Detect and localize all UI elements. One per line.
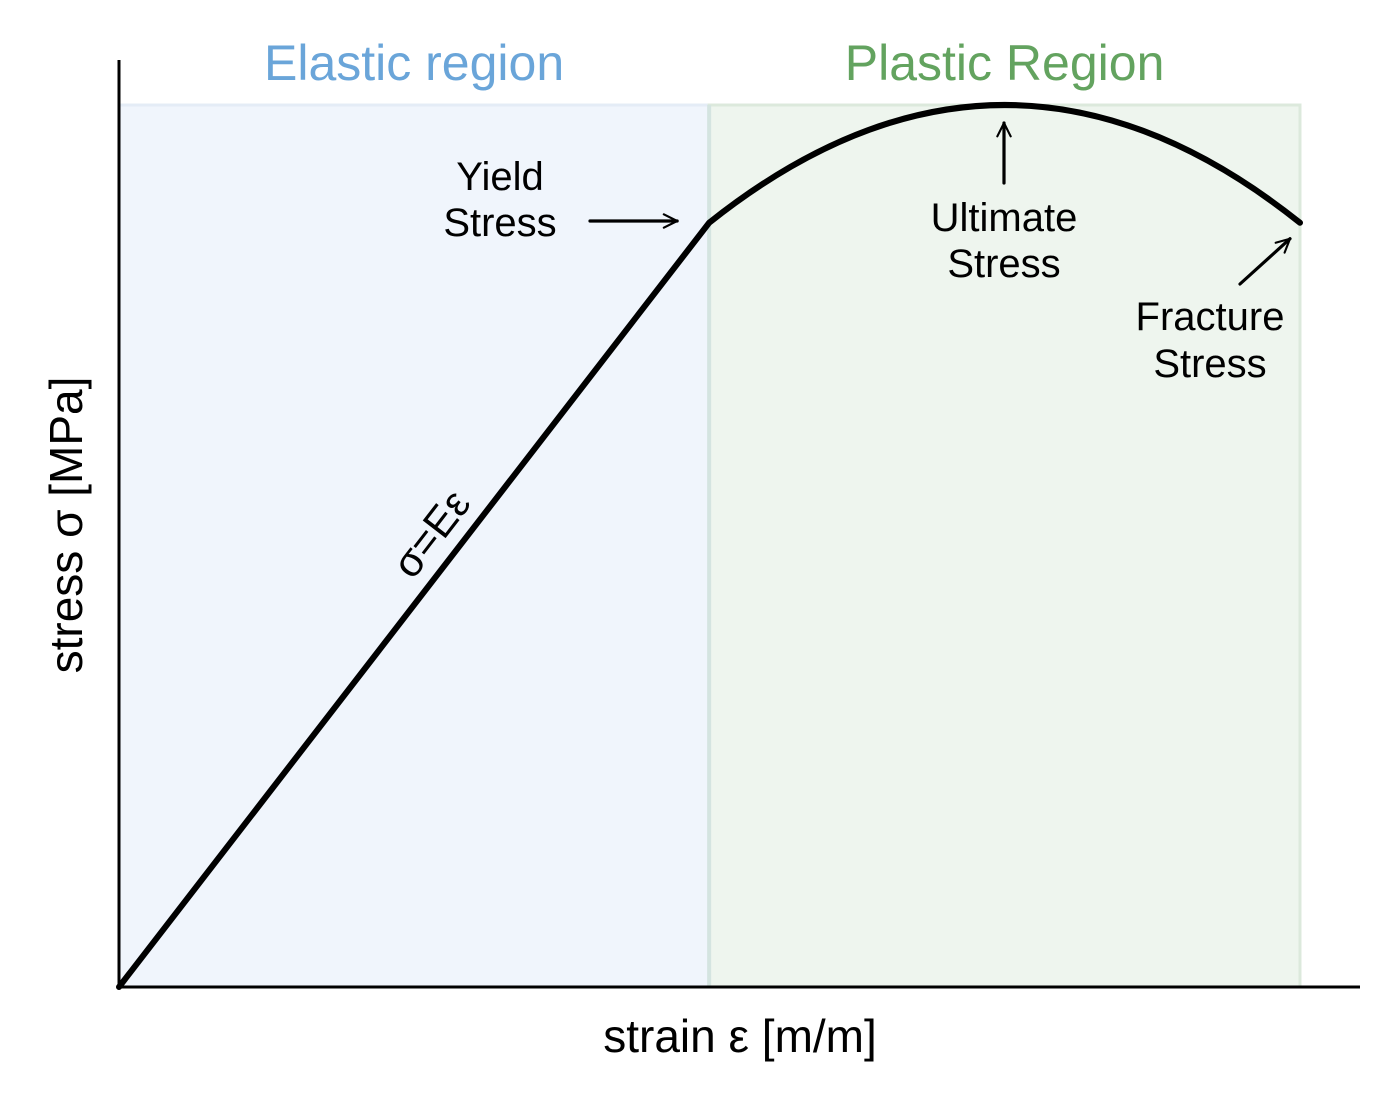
- annotation-fracture-stress-label: Fracture Stress: [1136, 295, 1285, 386]
- annotation-yield-stress-label: Yield Stress: [443, 155, 556, 245]
- y-axis-label: stress σ [MPa]: [40, 377, 92, 674]
- annotations: Yield Stress Ultimate Stress Fracture Stress: [443, 121, 1292, 386]
- annotation-fracture-arrow: [1238, 237, 1292, 286]
- annotation-ultimate-stress-label: Ultimate Stress: [931, 196, 1078, 286]
- region-elastic-background: [117, 103, 711, 989]
- stress-strain-curve: [116, 102, 1303, 990]
- x-axis-label: strain ε [m/m]: [603, 1010, 877, 1062]
- region-plastic-background: [707, 103, 1302, 989]
- region-labels: Elastic region Plastic Region: [264, 35, 1164, 91]
- region-label-plastic: Plastic Region: [845, 35, 1165, 91]
- region-label-elastic: Elastic region: [264, 35, 564, 91]
- region-backgrounds: [117, 103, 1302, 989]
